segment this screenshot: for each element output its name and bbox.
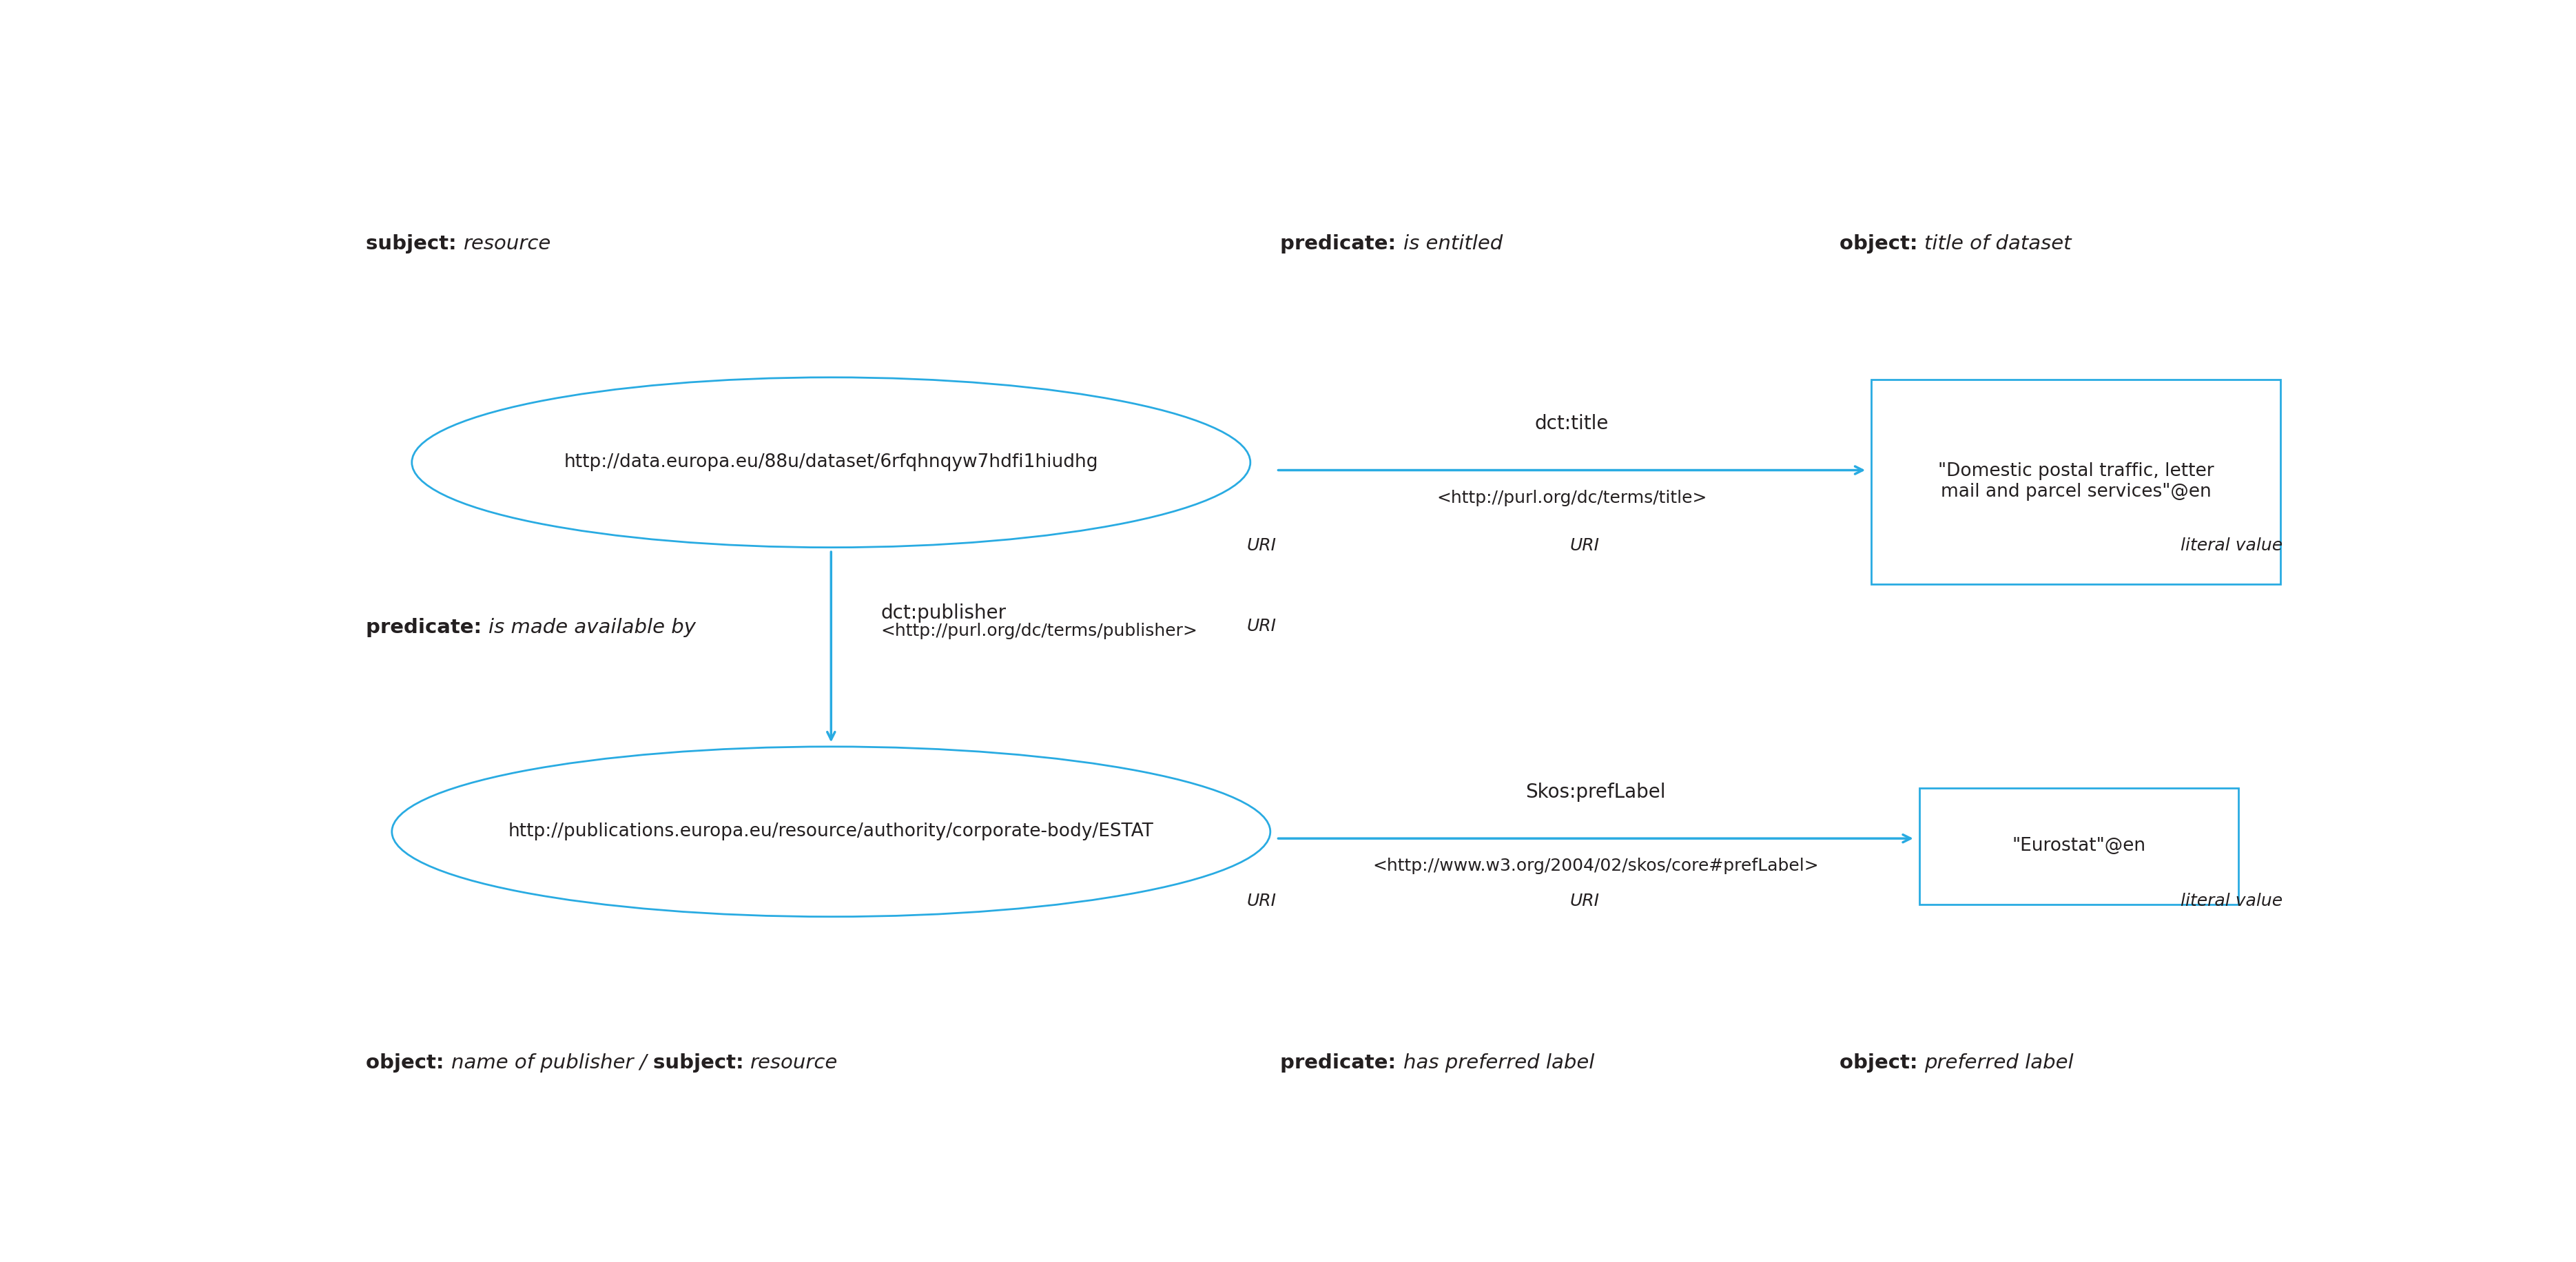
Text: Skos:prefLabel: Skos:prefLabel — [1525, 782, 1667, 801]
Text: URI: URI — [1247, 538, 1275, 554]
Text: object:: object: — [366, 1054, 451, 1073]
Text: <http://purl.org/dc/terms/title>: <http://purl.org/dc/terms/title> — [1437, 490, 1708, 506]
Text: <http://www.w3.org/2004/02/skos/core#prefLabel>: <http://www.w3.org/2004/02/skos/core#pre… — [1373, 858, 1819, 875]
Text: predicate:: predicate: — [1280, 233, 1404, 254]
Text: <http://purl.org/dc/terms/publisher>: <http://purl.org/dc/terms/publisher> — [881, 622, 1198, 640]
Text: dct:publisher: dct:publisher — [881, 603, 1007, 622]
Text: preferred label: preferred label — [1924, 1054, 2074, 1073]
Text: predicate:: predicate: — [1280, 1054, 1404, 1073]
Text: URI: URI — [1247, 618, 1275, 635]
Text: literal value: literal value — [2179, 538, 2282, 554]
Text: resource: resource — [464, 233, 551, 254]
Text: URI: URI — [1569, 538, 1600, 554]
Text: "Eurostat"@en: "Eurostat"@en — [2012, 837, 2146, 856]
Text: resource: resource — [750, 1054, 837, 1073]
Text: http://publications.europa.eu/resource/authority/corporate-body/ESTAT: http://publications.europa.eu/resource/a… — [507, 823, 1154, 840]
Text: is made available by: is made available by — [489, 618, 696, 637]
Text: URI: URI — [1569, 893, 1600, 910]
Text: is entitled: is entitled — [1404, 233, 1502, 254]
Text: "Domestic postal traffic, letter
mail and parcel services"@en: "Domestic postal traffic, letter mail an… — [1937, 463, 2213, 501]
Text: literal value: literal value — [2179, 893, 2282, 910]
Text: subject:: subject: — [366, 233, 464, 254]
Text: object:: object: — [1839, 233, 1924, 254]
Text: subject:: subject: — [652, 1054, 750, 1073]
Text: title of dataset: title of dataset — [1924, 233, 2071, 254]
Text: predicate:: predicate: — [366, 618, 489, 637]
Text: object:: object: — [1839, 1054, 1924, 1073]
Text: dct:title: dct:title — [1535, 414, 1610, 433]
Text: http://data.europa.eu/88u/dataset/6rfqhnqyw7hdfi1hiudhg: http://data.europa.eu/88u/dataset/6rfqhn… — [564, 453, 1097, 471]
Text: URI: URI — [1247, 893, 1275, 910]
Text: name of publisher /: name of publisher / — [451, 1054, 652, 1073]
Text: has preferred label: has preferred label — [1404, 1054, 1595, 1073]
